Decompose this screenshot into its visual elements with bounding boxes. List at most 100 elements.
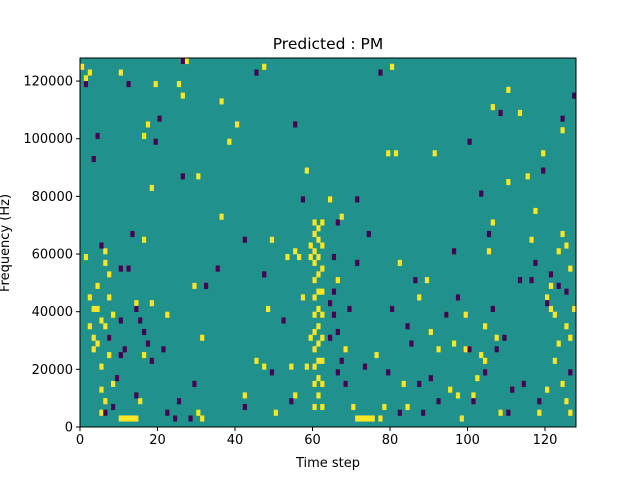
heatmap-cell-low <box>328 300 333 307</box>
heatmap-cell-high <box>498 409 503 416</box>
heatmap-cell-low <box>339 357 344 364</box>
heatmap-cell-high <box>300 294 306 301</box>
heatmap-cell-low <box>452 248 457 255</box>
heatmap-cell-low <box>413 277 418 284</box>
heatmap-cell-high <box>196 173 201 180</box>
heatmap-cell-low <box>455 294 461 301</box>
heatmap-cell-high <box>405 403 410 411</box>
heatmap-cell-high <box>138 398 143 405</box>
heatmap-cell-high <box>99 386 104 393</box>
x-axis-label: Time step <box>295 456 360 471</box>
heatmap-cell-low <box>355 196 360 203</box>
heatmap-cell-low <box>521 380 526 387</box>
heatmap-cell-high <box>91 305 96 312</box>
heatmap-cell-low <box>122 346 127 353</box>
heatmap-cell-low <box>428 375 433 382</box>
heatmap-cell-high <box>227 138 232 145</box>
heatmap-cell-high <box>293 248 298 255</box>
heatmap-cell-high <box>266 305 271 312</box>
heatmap-cell-high <box>568 265 573 272</box>
heatmap-cell-high <box>312 380 317 387</box>
heatmap-cell-high <box>196 409 201 416</box>
heatmap-cell-high <box>393 150 399 157</box>
heatmap-cell-high <box>316 357 321 364</box>
heatmap-cell-high <box>235 121 240 128</box>
heatmap-cell-low <box>130 230 135 238</box>
heatmap-cell-high <box>436 346 441 353</box>
heatmap-cell-high <box>382 403 387 411</box>
heatmap-cell-high <box>320 311 325 318</box>
heatmap-cell-low <box>134 305 139 312</box>
chart-title: Predicted : PM <box>273 35 384 53</box>
y-axis-label: Frequency (Hz) <box>0 194 13 292</box>
heatmap-cell-low <box>529 277 534 284</box>
heatmap-cell-low <box>502 334 507 341</box>
heatmap-cell-high <box>370 415 375 422</box>
heatmap-cell-low <box>161 346 166 353</box>
heatmap-cell-low <box>347 305 352 312</box>
heatmap-cell-high <box>200 415 205 422</box>
heatmap-cell-high <box>107 352 112 359</box>
plot-area <box>79 57 577 428</box>
heatmap-cell-low <box>378 69 383 76</box>
heatmap-cell-high <box>254 357 259 364</box>
heatmap-cell-high <box>560 127 565 134</box>
heatmap-cell-high <box>200 334 205 341</box>
y-tick-label: 40000 <box>32 305 73 320</box>
heatmap-cell-high <box>91 334 96 341</box>
heatmap-cell-high <box>219 98 224 105</box>
heatmap-cell-low <box>99 242 104 249</box>
heatmap-cell-low <box>483 369 488 376</box>
heatmap-cell-high <box>165 311 170 318</box>
heatmap-cell-low <box>548 271 554 278</box>
heatmap-cell-low <box>390 305 395 312</box>
x-axis: 0 20 40 60 80 100 120 <box>76 427 557 448</box>
heatmap-cell-high <box>87 69 92 76</box>
heatmap-cell-high <box>386 150 391 157</box>
heatmap-cell-high <box>308 254 313 261</box>
heatmap-cell-low <box>165 409 170 416</box>
heatmap-cell-high <box>312 346 317 353</box>
heatmap-cell-high <box>490 219 495 226</box>
heatmap-cell-high <box>463 346 468 353</box>
heatmap-cell-low <box>533 259 538 266</box>
heatmap-cell-low <box>145 340 151 347</box>
heatmap-cell-high <box>192 282 197 289</box>
heatmap-cell-low <box>556 282 561 289</box>
heatmap-cell-high <box>545 294 550 301</box>
heatmap-cell-high <box>529 236 534 243</box>
heatmap-cell-high <box>545 386 550 393</box>
heatmap-cell-high <box>312 277 317 284</box>
heatmap-cell-high <box>548 305 554 312</box>
heatmap-cell-high <box>95 282 100 289</box>
heatmap-cell-low <box>366 230 371 238</box>
heatmap-cell-high <box>316 392 321 399</box>
heatmap-cell-high <box>417 294 422 301</box>
heatmap-cell-low <box>107 334 112 341</box>
heatmap-cell-high <box>142 352 147 359</box>
heatmap-cell-high <box>142 236 147 243</box>
y-tick-label: 20000 <box>32 363 73 378</box>
heatmap-cell-high <box>83 254 89 261</box>
heatmap-cell-high <box>312 248 317 255</box>
heatmap-cell-low <box>180 173 185 180</box>
heatmap-cell-low <box>572 92 577 99</box>
heatmap-cell-high <box>103 398 108 405</box>
x-tick-label: 40 <box>227 433 244 448</box>
heatmap-cell-high <box>560 380 565 387</box>
heatmap-cell-low <box>343 380 348 387</box>
heatmap-cell-high <box>366 415 371 422</box>
heatmap-cell-high <box>103 248 108 255</box>
heatmap-cell-high <box>219 213 224 220</box>
heatmap-cell-high <box>83 75 89 82</box>
heatmap-cell-high <box>397 259 402 266</box>
heatmap-cell-high <box>304 363 309 370</box>
heatmap-cell-low <box>114 375 120 382</box>
heatmap-cell-low <box>568 369 573 376</box>
heatmap-cell-high <box>312 230 317 238</box>
heatmap-cell-low <box>215 265 220 272</box>
x-tick-label: 60 <box>304 433 321 448</box>
heatmap-cell-high <box>359 415 364 422</box>
heatmap-cell-high <box>483 357 488 364</box>
heatmap-cell-high <box>343 346 348 353</box>
